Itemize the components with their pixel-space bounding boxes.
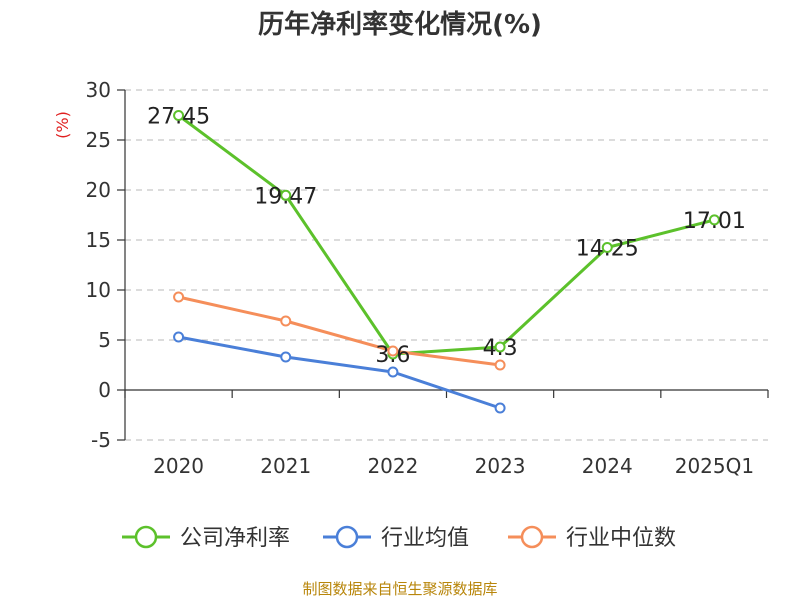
company-net-margin-data-label: 17.01 — [683, 209, 746, 234]
industry-average-legend-marker — [335, 525, 359, 549]
company-net-margin-legend-label: 公司净利率 — [180, 526, 290, 551]
industry-median-point — [280, 315, 292, 327]
chart-title: 历年净利率变化情况(%) — [258, 10, 542, 40]
y-tick-labels: 30 25 20 15 10 5 0 -5 — [86, 78, 111, 452]
company-net-margin-line — [177, 114, 715, 356]
industry-median-legend-item: 行业中位数 — [508, 525, 676, 551]
x-tick-label: 2023 — [475, 454, 526, 478]
x-tick-label: 2022 — [367, 454, 418, 478]
company-net-margin-point — [601, 242, 613, 253]
company-net-margin-point — [173, 110, 185, 121]
industry-average-point — [387, 366, 399, 378]
company-net-margin-legend-item: 公司净利率 — [122, 525, 290, 551]
y-tick-label: -5 — [91, 428, 111, 452]
industry-average-point — [280, 351, 292, 363]
y-tick-label: 0 — [98, 378, 111, 402]
x-tick-labels: 2020 2021 2022 2023 2024 2025Q1 — [153, 454, 754, 478]
company-net-margin-data-label: 4.3 — [483, 336, 518, 361]
legend: 公司净利率 行业均值 行业中位数 — [122, 525, 676, 551]
series-lines — [173, 110, 720, 414]
company-net-margin-point — [708, 214, 720, 226]
y-tick-label: 30 — [86, 78, 111, 102]
company-net-margin-data-label: 19.47 — [254, 184, 317, 209]
industry-average-legend-item: 行业均值 — [323, 525, 469, 551]
company-net-margin-data-label: 3.6 — [375, 343, 410, 368]
x-tick-label: 2025Q1 — [675, 454, 754, 478]
industry-average-point — [494, 402, 506, 414]
industry-median-point — [387, 345, 399, 357]
industry-average-line — [178, 335, 501, 410]
y-tick-label: 10 — [86, 278, 111, 302]
y-tick-label: 20 — [86, 178, 111, 202]
company-net-margin-data-label: 14.25 — [576, 237, 639, 262]
x-tick-label: 2024 — [582, 454, 633, 478]
industry-median-point — [494, 359, 506, 371]
data-labels: 27.45 19.47 3.6 4.3 14.25 17.01 — [147, 105, 746, 369]
y-axis-unit: (%) — [53, 111, 72, 139]
industry-median-point — [173, 291, 185, 303]
data-source-note: 制图数据来自恒生聚源数据库 — [302, 580, 498, 598]
industry-median-line — [178, 295, 501, 367]
industry-median-legend-marker — [520, 525, 544, 549]
x-tick-label: 2021 — [260, 454, 311, 478]
grid-lines — [125, 89, 768, 441]
industry-median-legend-label: 行业中位数 — [566, 526, 676, 551]
industry-average-point — [173, 331, 185, 343]
company-net-margin-legend-marker — [134, 525, 158, 549]
y-tick-label: 5 — [98, 328, 111, 352]
company-net-margin-data-label: 27.45 — [147, 105, 210, 130]
company-net-margin-point — [494, 341, 506, 353]
x-tick-label: 2020 — [153, 454, 204, 478]
industry-average-legend-label: 行业均值 — [381, 526, 469, 551]
y-tick-label: 25 — [86, 128, 111, 152]
y-tick-label: 15 — [86, 228, 111, 252]
company-net-margin-point — [280, 189, 292, 201]
